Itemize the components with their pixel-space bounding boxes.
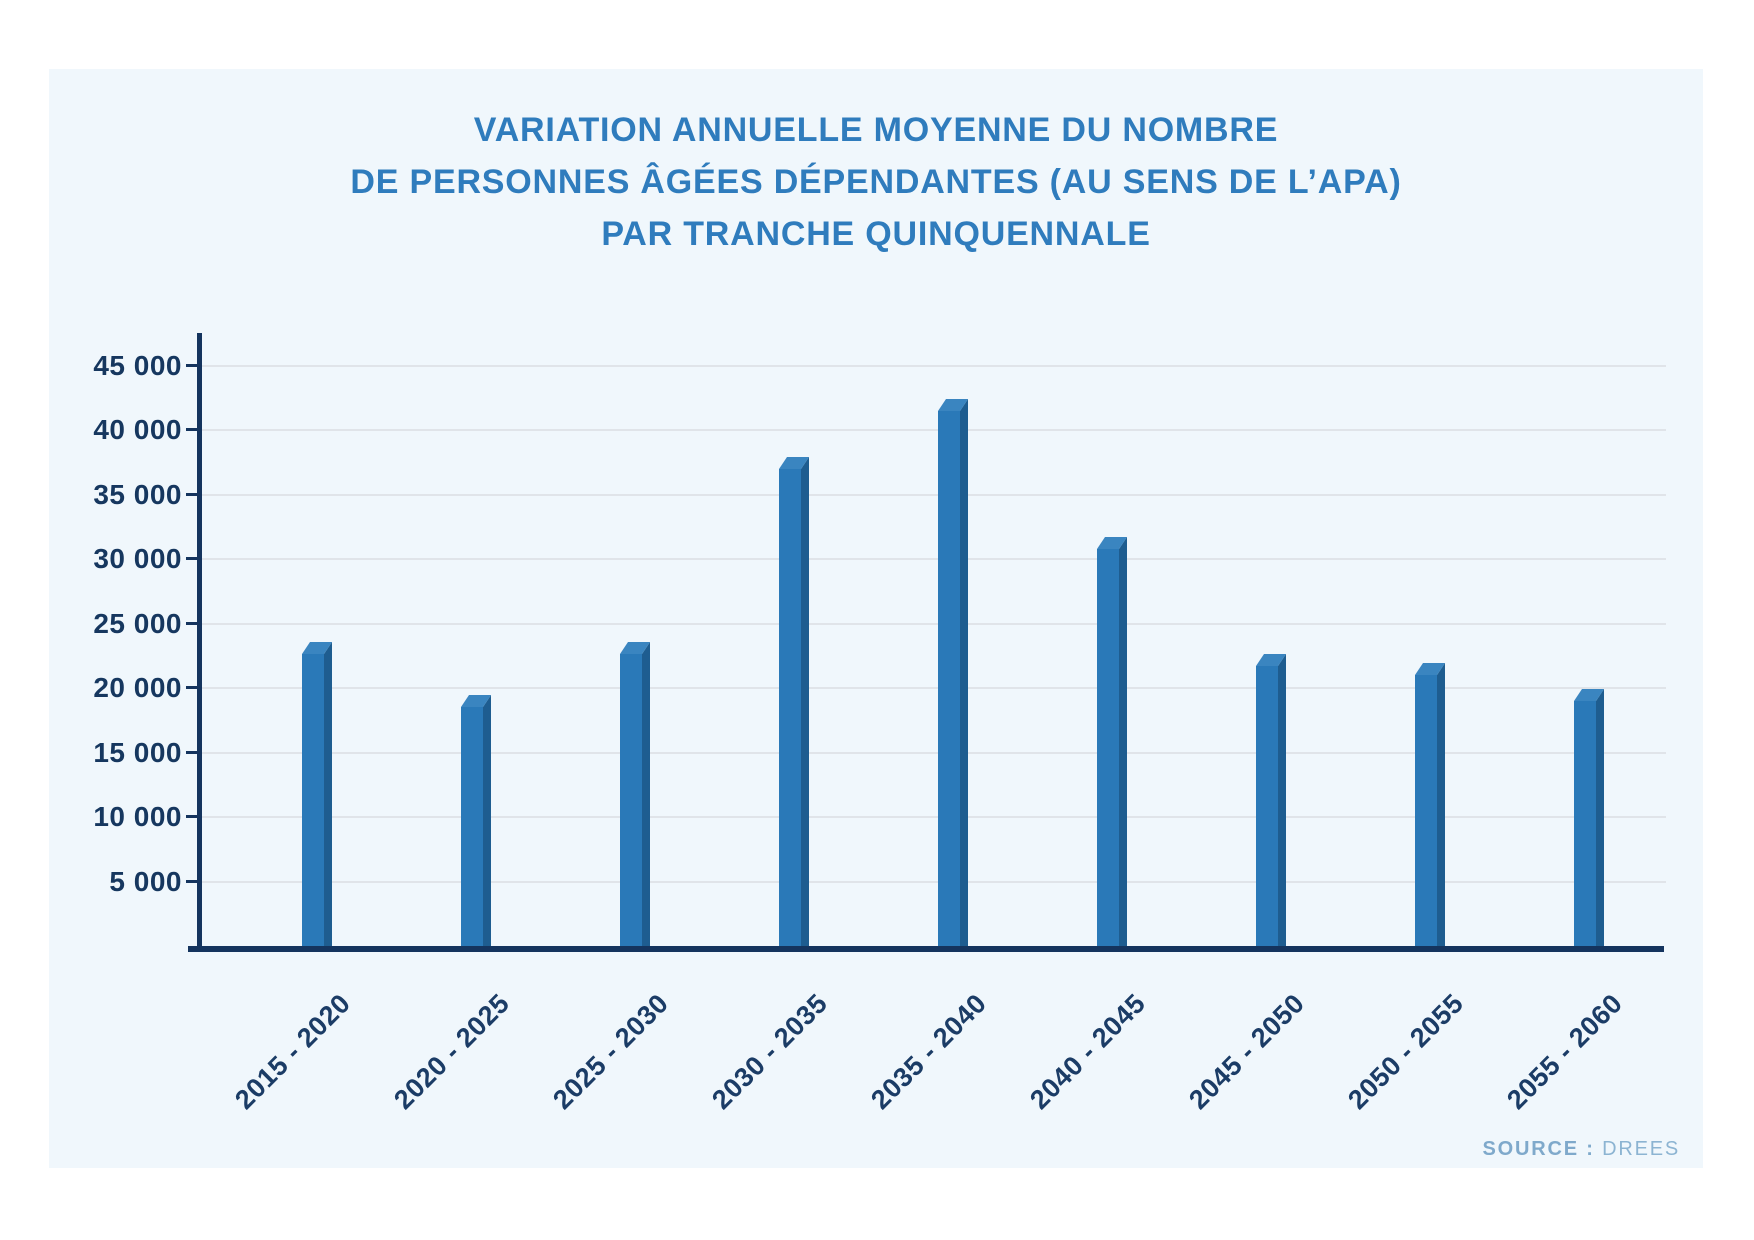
y-axis-tick [186,686,200,689]
bar-front-face [1097,549,1119,946]
bar-top-face [1097,537,1127,549]
bar-top-face [1415,663,1445,675]
chart-title: VARIATION ANNUELLE MOYENNE DU NOMBRE DE … [49,104,1703,260]
bar-front-face [1415,675,1437,946]
x-tick-label: 2030 - 2035 [706,988,834,1116]
bar-top-face [938,399,968,411]
gridline [202,752,1666,754]
bar [938,399,968,946]
y-axis-tick [186,428,200,431]
bar-front-face [620,654,642,946]
y-tick-label: 30 000 [93,543,182,574]
x-tick-label: 2050 - 2055 [1342,988,1470,1116]
gridline [202,881,1666,883]
bar [461,695,491,946]
y-tick-label: 10 000 [93,801,182,832]
bar-side-face [324,642,332,946]
bar-side-face [483,695,491,946]
chart-card [49,69,1703,1168]
bar-front-face [1256,666,1278,946]
y-tick-label: 35 000 [93,479,182,510]
y-axis-tick [186,751,200,754]
y-tick-label: 45 000 [93,350,182,381]
x-tick-label: 2025 - 2030 [547,988,675,1116]
gridline [202,623,1666,625]
bar-side-face [960,399,968,946]
chart-title-line-3: PAR TRANCHE QUINQUENNALE [601,215,1151,253]
x-tick-label: 2055 - 2060 [1501,988,1629,1116]
bar-side-face [1596,689,1604,946]
x-tick-label: 2045 - 2050 [1183,988,1311,1116]
bar-front-face [938,411,960,946]
bar [302,642,332,946]
x-tick-label: 2015 - 2020 [229,988,357,1116]
y-axis-tick [186,622,200,625]
gridline [202,816,1666,818]
bar [1097,537,1127,946]
y-tick-label: 25 000 [93,608,182,639]
bar-front-face [302,654,324,946]
x-tick-label: 2035 - 2040 [865,988,993,1116]
bar-side-face [1437,663,1445,946]
bar-side-face [1119,537,1127,946]
x-axis-line [188,946,1664,952]
y-tick-label: 40 000 [93,414,182,445]
gridline [202,365,1666,367]
bar [1415,663,1445,946]
y-tick-label: 20 000 [93,672,182,703]
y-axis-tick [186,364,200,367]
y-axis-line [197,333,202,952]
bar-top-face [1256,654,1286,666]
gridline [202,558,1666,560]
source-label: SOURCE : [1482,1138,1595,1160]
bar-top-face [302,642,332,654]
bar [779,457,809,946]
gridline [202,687,1666,689]
x-tick-label: 2040 - 2045 [1024,988,1152,1116]
y-axis-tick [186,557,200,560]
chart-title-line-1: VARIATION ANNUELLE MOYENNE DU NOMBRE [473,111,1279,149]
bar-side-face [1278,654,1286,946]
bar [620,642,650,946]
source-value: DREES [1602,1138,1680,1160]
bar [1574,689,1604,946]
bar-top-face [1574,689,1604,701]
chart-title-line-2: DE PERSONNES ÂGÉES DÉPENDANTES (AU SENS … [350,163,1402,201]
bar [1256,654,1286,946]
y-axis-tick [186,493,200,496]
bar-top-face [461,695,491,707]
source-note: SOURCE : DREES [1100,1138,1680,1161]
y-axis-tick [186,815,200,818]
y-axis-tick [186,880,200,883]
bar-top-face [779,457,809,469]
bar-side-face [642,642,650,946]
gridline [202,429,1666,431]
y-tick-label: 15 000 [93,737,182,768]
gridline [202,494,1666,496]
bar-top-face [620,642,650,654]
bar-front-face [1574,701,1596,946]
x-tick-label: 2020 - 2025 [388,988,516,1116]
bar-front-face [461,707,483,946]
bar-front-face [779,469,801,946]
y-tick-label: 5 000 [109,866,182,897]
bar-side-face [801,457,809,946]
